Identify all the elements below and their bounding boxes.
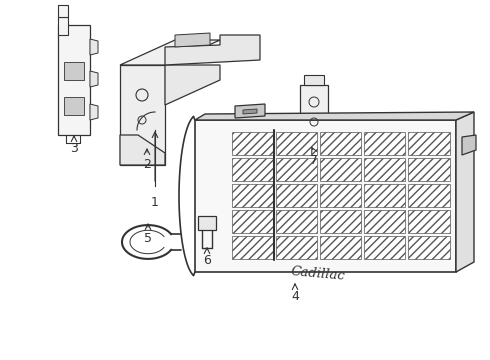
Bar bbox=[231, 184, 273, 207]
Polygon shape bbox=[90, 71, 98, 87]
Bar bbox=[231, 131, 273, 154]
Bar bbox=[364, 131, 405, 154]
Bar bbox=[276, 210, 317, 233]
Polygon shape bbox=[165, 65, 220, 105]
Polygon shape bbox=[120, 135, 165, 165]
Text: 7: 7 bbox=[310, 153, 318, 166]
Polygon shape bbox=[120, 40, 220, 65]
Polygon shape bbox=[64, 97, 84, 115]
Text: 5: 5 bbox=[144, 231, 152, 244]
Polygon shape bbox=[198, 216, 216, 230]
Bar bbox=[364, 184, 405, 207]
Polygon shape bbox=[90, 39, 98, 55]
Polygon shape bbox=[456, 112, 474, 272]
Polygon shape bbox=[462, 135, 476, 155]
Bar bbox=[408, 131, 449, 154]
Bar bbox=[320, 131, 361, 154]
Polygon shape bbox=[304, 75, 324, 85]
Bar bbox=[276, 184, 317, 207]
Bar bbox=[408, 210, 449, 233]
Bar bbox=[408, 158, 449, 180]
Polygon shape bbox=[58, 25, 90, 135]
Polygon shape bbox=[58, 17, 68, 35]
Bar bbox=[364, 210, 405, 233]
Text: Cadillac: Cadillac bbox=[290, 265, 345, 283]
Polygon shape bbox=[90, 104, 98, 120]
Bar bbox=[364, 235, 405, 258]
Bar bbox=[320, 158, 361, 180]
Bar bbox=[320, 210, 361, 233]
Polygon shape bbox=[58, 5, 68, 17]
Polygon shape bbox=[64, 62, 84, 80]
Text: 1: 1 bbox=[151, 195, 159, 208]
Polygon shape bbox=[300, 85, 328, 150]
Polygon shape bbox=[120, 65, 165, 165]
Bar bbox=[231, 210, 273, 233]
Bar bbox=[231, 158, 273, 180]
Bar bbox=[320, 184, 361, 207]
Polygon shape bbox=[195, 120, 456, 272]
Polygon shape bbox=[235, 104, 265, 118]
Text: 2: 2 bbox=[143, 158, 151, 171]
Polygon shape bbox=[175, 33, 210, 47]
Bar bbox=[320, 235, 361, 258]
Polygon shape bbox=[165, 35, 260, 65]
Text: 6: 6 bbox=[203, 253, 211, 266]
Text: 3: 3 bbox=[70, 141, 78, 154]
Bar bbox=[364, 158, 405, 180]
Bar bbox=[276, 235, 317, 258]
Bar bbox=[276, 158, 317, 180]
Text: 4: 4 bbox=[291, 289, 299, 302]
Bar bbox=[231, 235, 273, 258]
Polygon shape bbox=[243, 109, 257, 114]
Bar bbox=[408, 235, 449, 258]
Bar bbox=[408, 184, 449, 207]
Bar bbox=[276, 131, 317, 154]
Polygon shape bbox=[195, 112, 474, 120]
